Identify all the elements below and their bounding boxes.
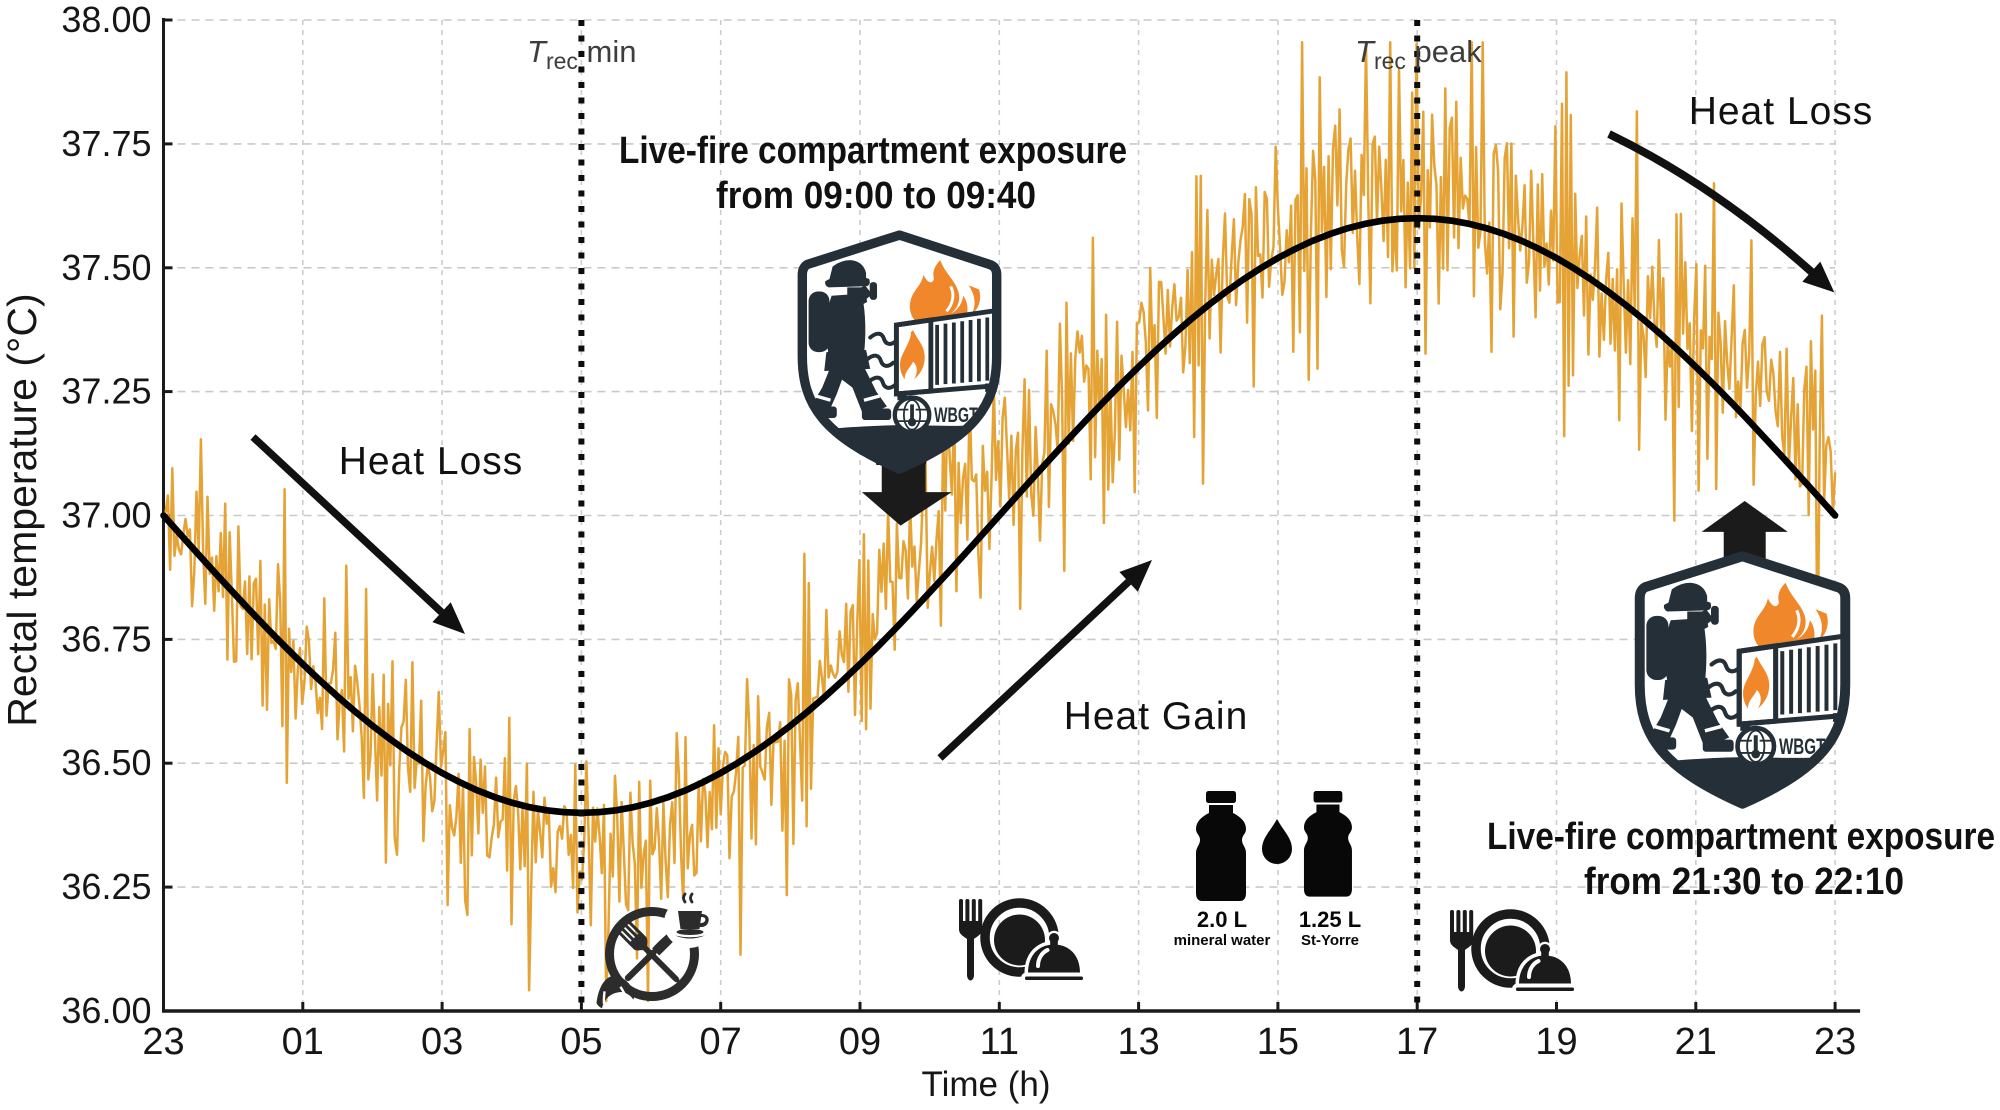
svg-text:Live-fire compartment exposure: Live-fire compartment exposure bbox=[619, 130, 1127, 172]
svg-text:from 21:30 to 22:10: from 21:30 to 22:10 bbox=[1584, 861, 1904, 903]
svg-text:17: 17 bbox=[1396, 1021, 1438, 1063]
svg-text:05: 05 bbox=[560, 1021, 602, 1063]
svg-text:13: 13 bbox=[1117, 1021, 1159, 1063]
svg-text:from 09:00 to 09:40: from 09:00 to 09:40 bbox=[716, 175, 1036, 217]
svg-text:37.00: 37.00 bbox=[61, 495, 151, 536]
svg-text:2.0 L: 2.0 L bbox=[1197, 907, 1247, 932]
svg-text:Heat Gain: Heat Gain bbox=[1064, 695, 1249, 738]
svg-text:36.50: 36.50 bbox=[61, 742, 151, 783]
svg-text:1.25 L: 1.25 L bbox=[1299, 907, 1361, 932]
svg-text:Trec peak: Trec peak bbox=[1355, 34, 1482, 74]
svg-text:09: 09 bbox=[839, 1021, 881, 1063]
svg-text:19: 19 bbox=[1535, 1021, 1577, 1063]
svg-text:Time (h): Time (h) bbox=[922, 1065, 1051, 1104]
svg-text:Rectal temperature (°C): Rectal temperature (°C) bbox=[0, 293, 45, 726]
svg-text:07: 07 bbox=[700, 1021, 742, 1063]
svg-text:23: 23 bbox=[142, 1021, 184, 1063]
svg-text:Trec min: Trec min bbox=[527, 34, 636, 74]
svg-text:36.25: 36.25 bbox=[61, 866, 151, 907]
svg-text:23: 23 bbox=[1814, 1021, 1856, 1063]
svg-text:38.00: 38.00 bbox=[61, 0, 151, 40]
svg-text:15: 15 bbox=[1257, 1021, 1299, 1063]
svg-text:St-Yorre: St-Yorre bbox=[1301, 932, 1359, 949]
svg-text:37.50: 37.50 bbox=[61, 247, 151, 288]
svg-text:37.25: 37.25 bbox=[61, 371, 151, 412]
svg-text:37.75: 37.75 bbox=[61, 123, 151, 164]
svg-text:21: 21 bbox=[1675, 1021, 1717, 1063]
svg-text:Live-fire compartment exposure: Live-fire compartment exposure bbox=[1487, 816, 1995, 858]
svg-text:01: 01 bbox=[282, 1021, 324, 1063]
svg-text:Heat Loss: Heat Loss bbox=[339, 440, 524, 483]
svg-text:03: 03 bbox=[421, 1021, 463, 1063]
svg-text:36.00: 36.00 bbox=[61, 990, 151, 1031]
svg-text:36.75: 36.75 bbox=[61, 618, 151, 659]
svg-text:Heat Loss: Heat Loss bbox=[1689, 90, 1874, 133]
svg-text:11: 11 bbox=[980, 1021, 1019, 1063]
svg-text:mineral water: mineral water bbox=[1174, 932, 1271, 949]
